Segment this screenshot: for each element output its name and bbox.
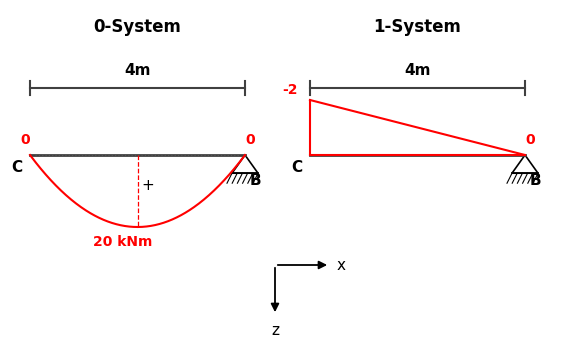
Text: 0-System: 0-System	[93, 18, 181, 36]
Text: 20 kNm: 20 kNm	[93, 235, 152, 249]
Text: C: C	[11, 160, 22, 175]
Text: 1-System: 1-System	[374, 18, 461, 36]
Text: 0: 0	[20, 133, 30, 147]
Text: +: +	[141, 178, 154, 193]
Text: B: B	[250, 173, 262, 188]
Text: 0: 0	[245, 133, 255, 147]
Text: 0: 0	[525, 133, 535, 147]
Text: 4m: 4m	[124, 63, 151, 78]
Text: 4m: 4m	[404, 63, 431, 78]
Text: z: z	[271, 323, 279, 338]
Text: -2: -2	[282, 83, 298, 97]
Text: B: B	[530, 173, 541, 188]
Text: x: x	[337, 257, 346, 273]
Text: C: C	[291, 160, 302, 175]
